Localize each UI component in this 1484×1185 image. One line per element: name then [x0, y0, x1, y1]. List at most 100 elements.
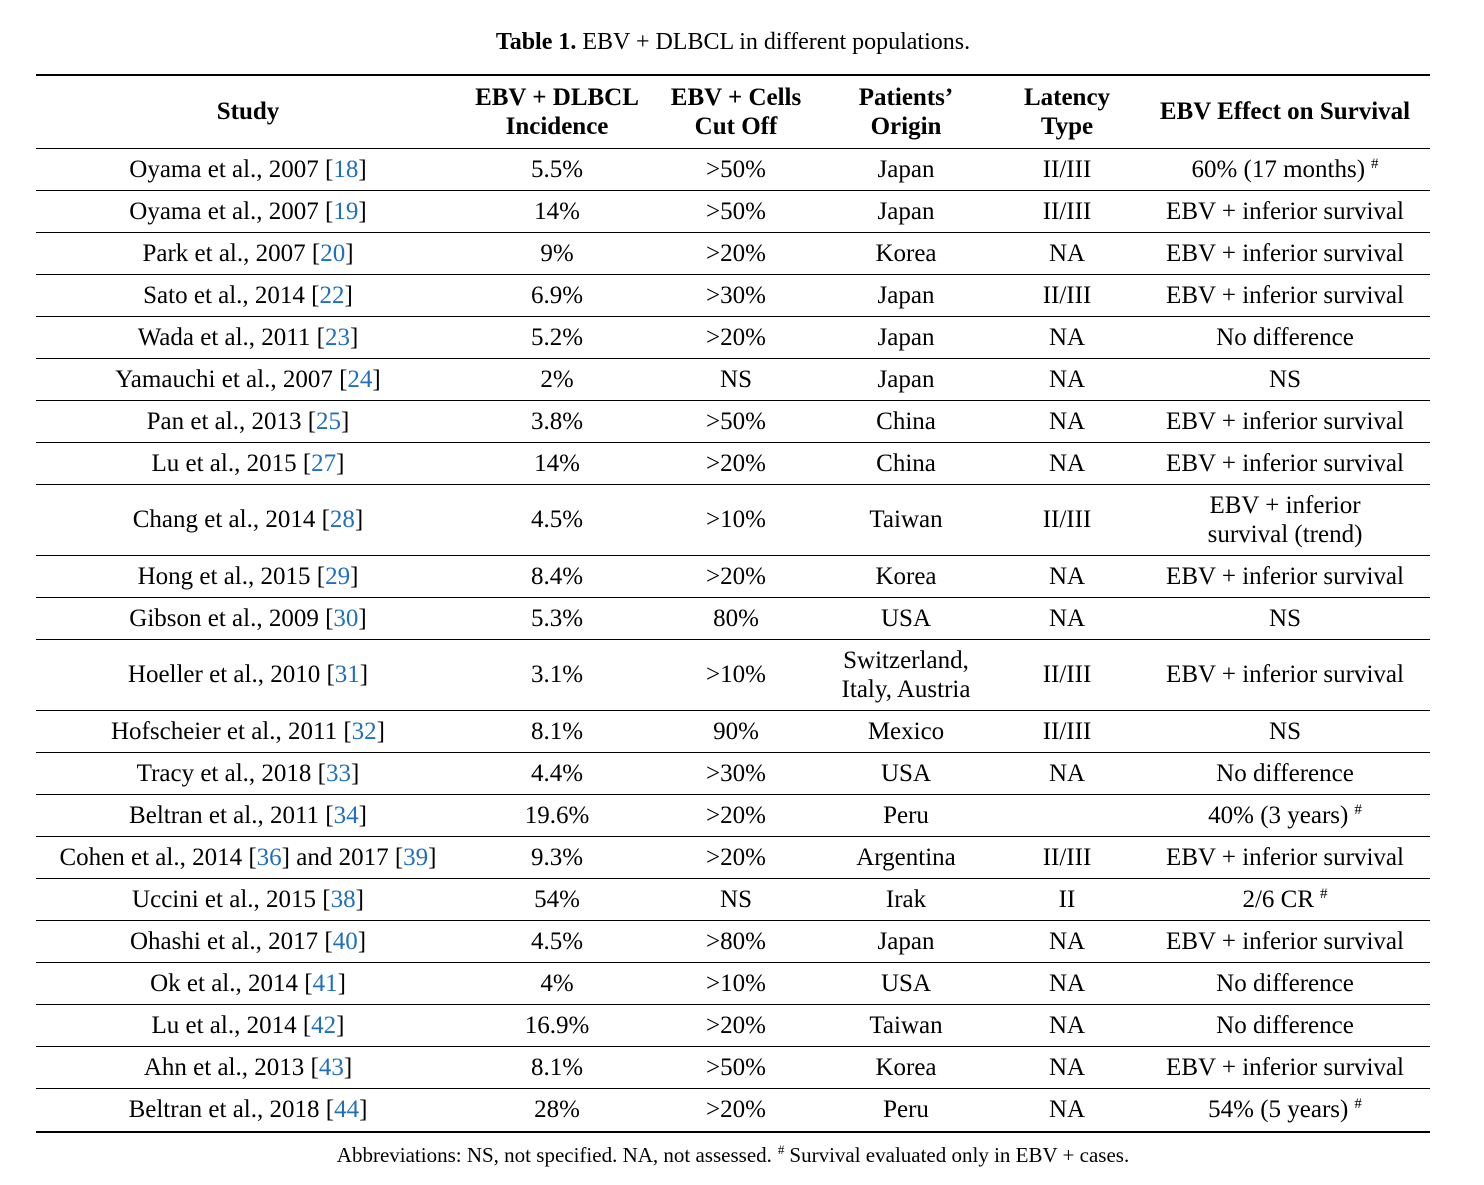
reference-link[interactable]: 27 [311, 449, 337, 477]
survival-cell: No difference [1140, 1004, 1430, 1047]
survival-cell: NS [1140, 710, 1430, 753]
survival-cell: No difference [1140, 316, 1430, 359]
reference-link[interactable]: 36 [256, 843, 282, 871]
study-text: ] [351, 759, 360, 787]
table-row: Hoeller et al., 2010 [31] 3.1% >10% Switzer… [36, 639, 1430, 711]
table-row: Lu et al., 2014 [42] 16.9% >20% Taiwan NA No … [36, 1004, 1430, 1047]
reference-link[interactable]: 33 [326, 759, 351, 787]
cell-text: EBV + inferior survival [1166, 927, 1404, 955]
reference-link[interactable]: 40 [332, 927, 358, 955]
latency-cell: NA [994, 232, 1140, 275]
reference-link[interactable]: 43 [318, 1053, 344, 1081]
cutoff-cell: >50% [654, 190, 818, 233]
reference-link[interactable]: 41 [312, 969, 338, 997]
table-row: Pan et al., 2013 [25] 3.8% >50% China NA EBV … [36, 400, 1430, 443]
reference-link[interactable]: 38 [330, 885, 356, 913]
reference-link[interactable]: 25 [316, 407, 342, 435]
table-row: Wada et al., 2011 [23] 5.2% >20% Japan NA No … [36, 316, 1430, 359]
latency-cell: II/III [994, 274, 1140, 317]
cell-text: EBV + inferior survival [1166, 661, 1404, 688]
reference-link[interactable]: 30 [333, 604, 359, 632]
reference-link[interactable]: 22 [319, 281, 345, 309]
cell-text: Mexico [867, 717, 945, 745]
cell-line: EBV + inferior [1209, 491, 1361, 519]
cutoff-cell: >20% [654, 794, 818, 837]
footnote-text: Survival evaluated only in EBV + cases. [789, 1143, 1130, 1167]
reference-link[interactable]: 18 [333, 155, 359, 183]
table-row: Hong et al., 2015 [29] 8.4% >20% Korea NA EBV… [36, 555, 1430, 598]
column-header-line: Type [1040, 112, 1094, 140]
reference-link[interactable]: 29 [325, 562, 351, 590]
study-cell: Hoeller et al., 2010 [31] [36, 639, 460, 711]
cell-text: USA [880, 604, 931, 632]
cell-text: >20% [706, 562, 766, 590]
table-row: Ohashi et al., 2017 [40] 4.5% >80% Japan NA E… [36, 920, 1430, 963]
cell-text: Japan [877, 365, 935, 393]
cutoff-cell: >20% [654, 232, 818, 275]
reference-link[interactable]: 34 [333, 801, 359, 829]
cell-line: survival (trend) [1207, 520, 1363, 548]
cutoff-cell: >20% [654, 442, 818, 485]
incidence-cell: 19.6% [460, 794, 654, 837]
reference-link[interactable]: 42 [311, 1011, 337, 1039]
cell-text: Irak [885, 885, 927, 913]
cell-text: 14% [534, 197, 580, 225]
cell-text: NA [1048, 562, 1086, 590]
column-header-latency: Latency Type [994, 74, 1140, 149]
cell-text: 4.5% [530, 927, 584, 955]
origin-cell: Taiwan [818, 1004, 994, 1047]
incidence-cell: 5.2% [460, 316, 654, 359]
reference-link[interactable]: 39 [403, 843, 429, 871]
study-cell: Chang et al., 2014 [28] [36, 484, 460, 556]
origin-cell: Argentina [818, 836, 994, 879]
incidence-cell: 54% [460, 878, 654, 921]
cell-text: NA [1048, 449, 1086, 477]
cell-text: EBV + inferior survival [1166, 562, 1404, 590]
reference-link[interactable]: 20 [320, 239, 346, 267]
reference-link[interactable]: 23 [324, 323, 350, 351]
study-text: Pan et al., 2013 [ [146, 407, 317, 435]
origin-cell: Japan [818, 190, 994, 233]
cell-text: Japan [877, 927, 935, 955]
cell-text: Taiwan [869, 506, 943, 533]
reference-link[interactable]: 28 [329, 506, 355, 533]
cell-text: 2/6 CR [1242, 885, 1315, 913]
reference-link[interactable]: 19 [333, 197, 359, 225]
cell-text: EBV + inferior survival [1166, 407, 1404, 435]
footnote-mark: # [1354, 1096, 1362, 1113]
incidence-cell: 8.1% [460, 710, 654, 753]
study-text: ] [355, 885, 364, 913]
cutoff-cell: >20% [654, 1004, 818, 1047]
reference-link[interactable]: 44 [334, 1096, 360, 1124]
cell-text: >20% [706, 1096, 766, 1124]
cell-text: NS [1269, 604, 1301, 632]
cell-text: 8.1% [530, 1053, 584, 1081]
cutoff-cell: >30% [654, 752, 818, 795]
survival-cell: 2/6 CR # [1140, 878, 1430, 921]
cell-text: >10% [706, 506, 766, 533]
incidence-cell: 3.8% [460, 400, 654, 443]
study-cell: Hong et al., 2015 [29] [36, 555, 460, 598]
origin-cell: USA [818, 752, 994, 795]
origin-cell: China [818, 442, 994, 485]
cell-text: Peru [883, 1096, 929, 1124]
cell-text: Korea [875, 562, 937, 590]
cell-text: NA [1048, 407, 1086, 435]
cell-text: >50% [706, 407, 766, 435]
study-text: ] [357, 927, 367, 955]
cell-text: 4.5% [530, 506, 584, 533]
survival-cell: EBV + inferior survival [1140, 400, 1430, 443]
incidence-cell: 16.9% [460, 1004, 654, 1047]
cutoff-cell: 90% [654, 710, 818, 753]
reference-link[interactable]: 24 [347, 365, 373, 393]
reference-link[interactable]: 31 [334, 661, 360, 688]
latency-cell: II/III [994, 190, 1140, 233]
cell-text: Taiwan [869, 1011, 943, 1039]
latency-cell: NA [994, 316, 1140, 359]
cell-text: NS [1269, 365, 1301, 393]
cell-text: 28% [534, 1096, 580, 1124]
cell-text: 8.4% [530, 562, 584, 590]
reference-link[interactable]: 32 [351, 717, 377, 745]
column-header-line: EBV + DLBCL [475, 83, 639, 111]
incidence-cell: 4.5% [460, 920, 654, 963]
